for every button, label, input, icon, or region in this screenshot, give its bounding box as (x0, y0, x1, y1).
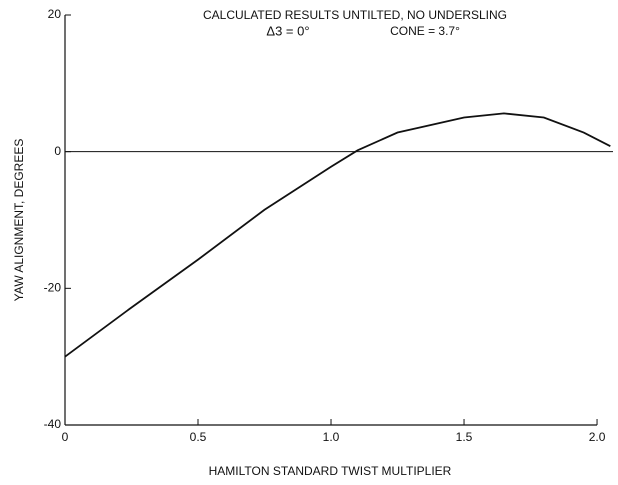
x-tick-label: 2.0 (589, 430, 606, 444)
y-axis-label: YAW ALIGNMENT, DEGREES (12, 139, 26, 302)
x-tick-label: 0 (62, 430, 69, 444)
y-tick-label: -20 (44, 281, 62, 295)
chart-title: CALCULATED RESULTS UNTILTED, NO UNDERSLI… (203, 8, 507, 22)
y-tick-label: 20 (48, 7, 62, 21)
x-tick-label: 0.5 (190, 430, 207, 444)
line-series (64, 112, 611, 358)
x-tick-label: 1.0 (323, 430, 340, 444)
y-tick-label: 0 (54, 144, 61, 158)
x-tick-label: 1.5 (456, 430, 473, 444)
x-axis-label: HAMILTON STANDARD TWIST MULTIPLIER (209, 464, 452, 478)
y-tick-label: -40 (44, 417, 62, 431)
annotation: CONE = 3.7° (390, 24, 460, 38)
annotation: Δ3 = 0° (266, 23, 309, 38)
